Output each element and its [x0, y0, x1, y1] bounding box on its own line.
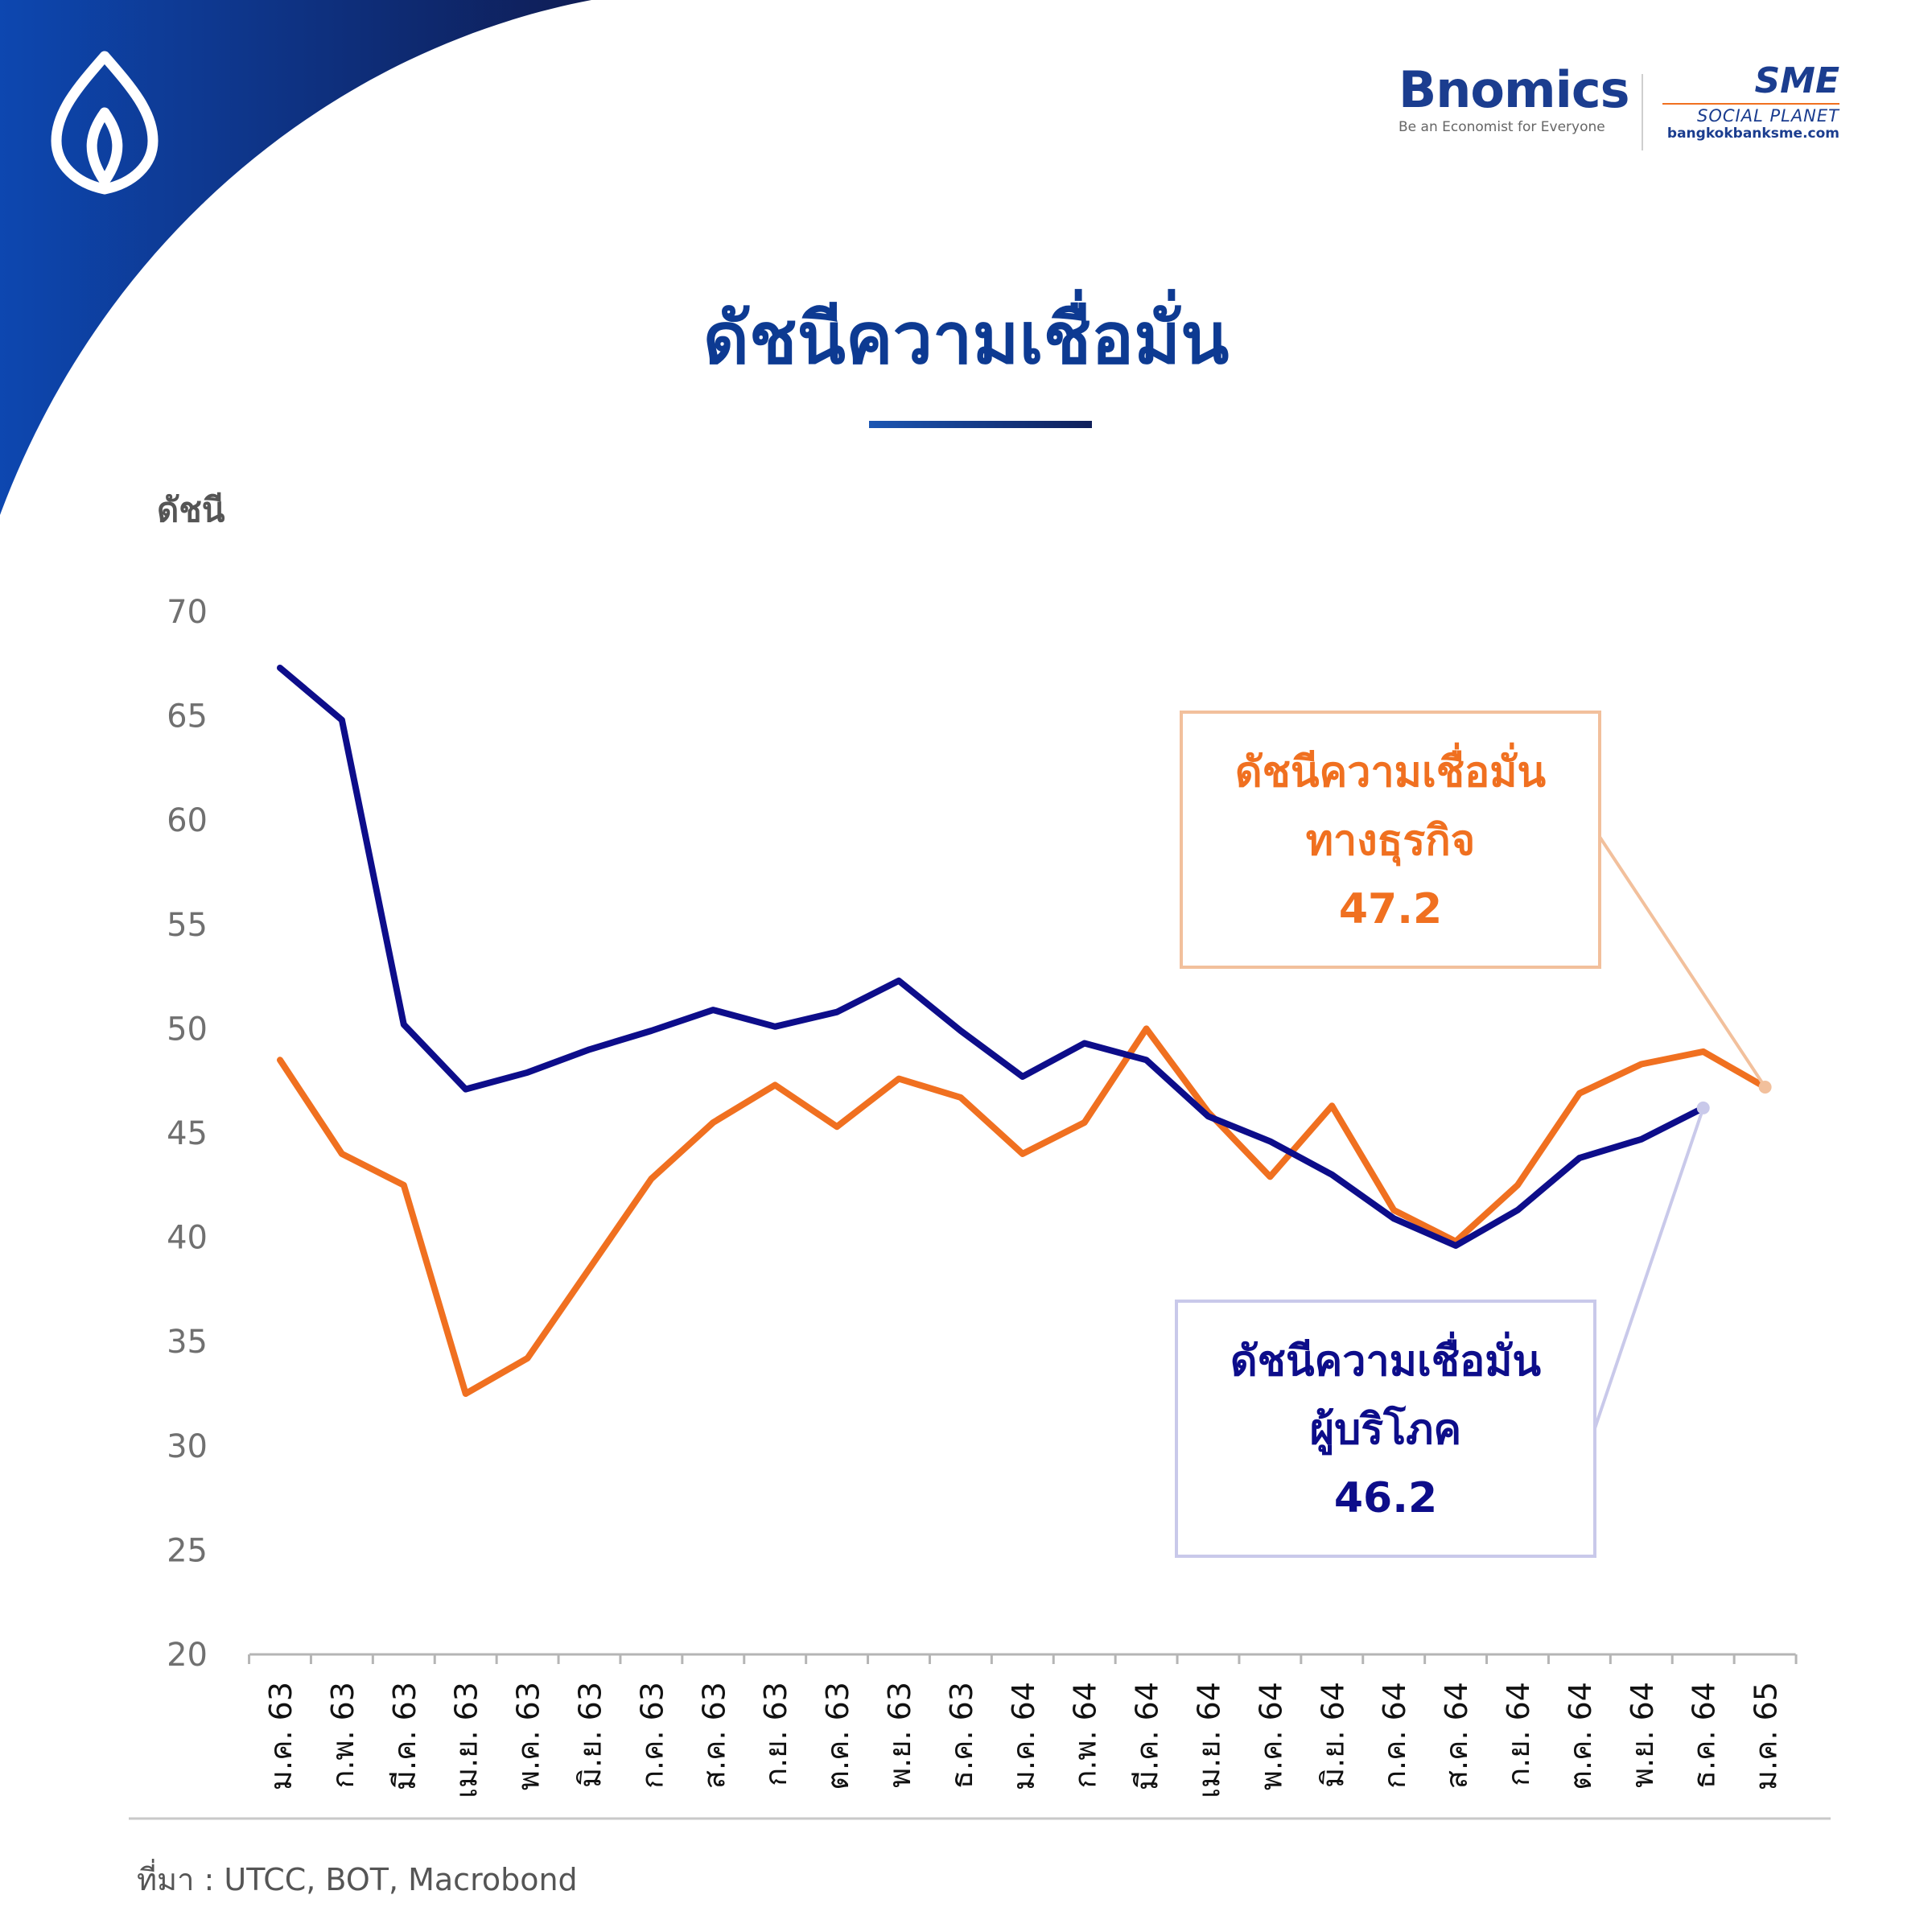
x-tick-label: เม.ย. 64 [1192, 1682, 1227, 1798]
y-tick-label: 55 [167, 907, 208, 944]
x-tick-label: ส.ค. 63 [696, 1682, 731, 1789]
annotation-box-consumer [1175, 1300, 1596, 1558]
annotation-label: ดัชนีความเชื่อมั่น [1235, 743, 1547, 797]
x-tick-label: ก.ย. 64 [1501, 1682, 1536, 1786]
x-tick-label: พ.ค. 64 [1253, 1682, 1288, 1790]
annotation-value: 47.2 [1339, 885, 1442, 933]
y-tick-label: 25 [167, 1532, 208, 1569]
source-note: ที่มา : UTCC, BOT, Macrobond [137, 1862, 578, 1897]
x-tick-label: ต.ค. 63 [820, 1682, 855, 1790]
sme-url: bangkokbanksme.com [1666, 126, 1839, 142]
x-tick-label: มี.ค. 64 [1130, 1682, 1165, 1790]
x-tick-label: มิ.ย. 64 [1315, 1682, 1350, 1788]
x-tick-label: ม.ค. 63 [263, 1682, 299, 1790]
x-tick-label: ต.ค. 64 [1563, 1682, 1598, 1790]
series-line-business [277, 1025, 1769, 1397]
annotation-box-business [1180, 711, 1601, 969]
x-tick-label: ก.ค. 64 [1377, 1682, 1412, 1789]
annotation-marker-consumer [1696, 1101, 1710, 1114]
y-tick-label: 30 [167, 1428, 208, 1465]
x-tick-label: ก.พ. 63 [325, 1682, 360, 1789]
bnomics-tagline: Be an Economist for Everyone [1399, 119, 1605, 135]
annotation-label: ทางธุรกิจ [1306, 817, 1476, 867]
annotation-label: ดัชนีความเชื่อมั่น [1230, 1332, 1542, 1386]
annotation-connector-consumer [1593, 1107, 1705, 1429]
annotation-value: 46.2 [1334, 1474, 1437, 1522]
x-tick-label: เม.ย. 63 [449, 1682, 484, 1798]
x-tick-label: ธ.ค. 63 [944, 1682, 979, 1789]
sme-logo: SME [1754, 60, 1839, 101]
brand-divider [1642, 74, 1643, 150]
page-title: ดัชนีความเชื่อมั่น [702, 297, 1230, 380]
x-tick-label: ก.ค. 63 [634, 1682, 669, 1789]
x-tick-label: ธ.ค. 64 [1687, 1682, 1722, 1789]
bangkok-bank-lotus-icon [51, 51, 159, 195]
y-tick-label: 60 [167, 802, 208, 839]
annotation-label: ผู้บริโภค [1310, 1404, 1461, 1456]
y-tick-label: 35 [167, 1324, 208, 1361]
x-tick-label: ส.ค. 64 [1439, 1682, 1474, 1789]
y-axis-label: ดัชนี [157, 490, 225, 529]
annotation-connector-business [1598, 835, 1767, 1089]
y-tick-label: 40 [167, 1220, 208, 1257]
x-tick-label: ม.ค. 64 [1006, 1682, 1041, 1790]
y-tick-label: 50 [167, 1011, 208, 1048]
annotation-marker-business [1758, 1080, 1772, 1094]
x-tick-label: พ.ย. 63 [882, 1682, 917, 1788]
title-underline [869, 421, 1092, 428]
bnomics-logo: Bnomics [1399, 60, 1630, 119]
y-tick-label: 20 [167, 1637, 208, 1674]
bnomics-brand: Bnomics Be an Economist for Everyone [1399, 60, 1630, 136]
x-tick-label: มิ.ย. 63 [573, 1682, 608, 1788]
sme-brand: SME SOCIAL PLANET bangkokbanksme.com [1662, 63, 1839, 142]
x-tick-label: พ.ค. 63 [511, 1682, 546, 1790]
y-tick-label: 45 [167, 1115, 208, 1152]
x-tick-label: ก.พ. 64 [1068, 1682, 1103, 1789]
y-tick-label: 70 [167, 594, 208, 631]
sme-subtitle: SOCIAL PLANET [1662, 103, 1839, 126]
x-tick-label: ก.ย. 63 [758, 1682, 793, 1786]
x-tick-label: พ.ย. 64 [1625, 1682, 1660, 1788]
corner-decoration [0, 0, 591, 515]
x-tick-label: มี.ค. 63 [387, 1682, 422, 1790]
series-line-consumer [277, 665, 1707, 1249]
y-tick-label: 65 [167, 698, 208, 735]
x-tick-label: ม.ค. 65 [1749, 1682, 1784, 1790]
